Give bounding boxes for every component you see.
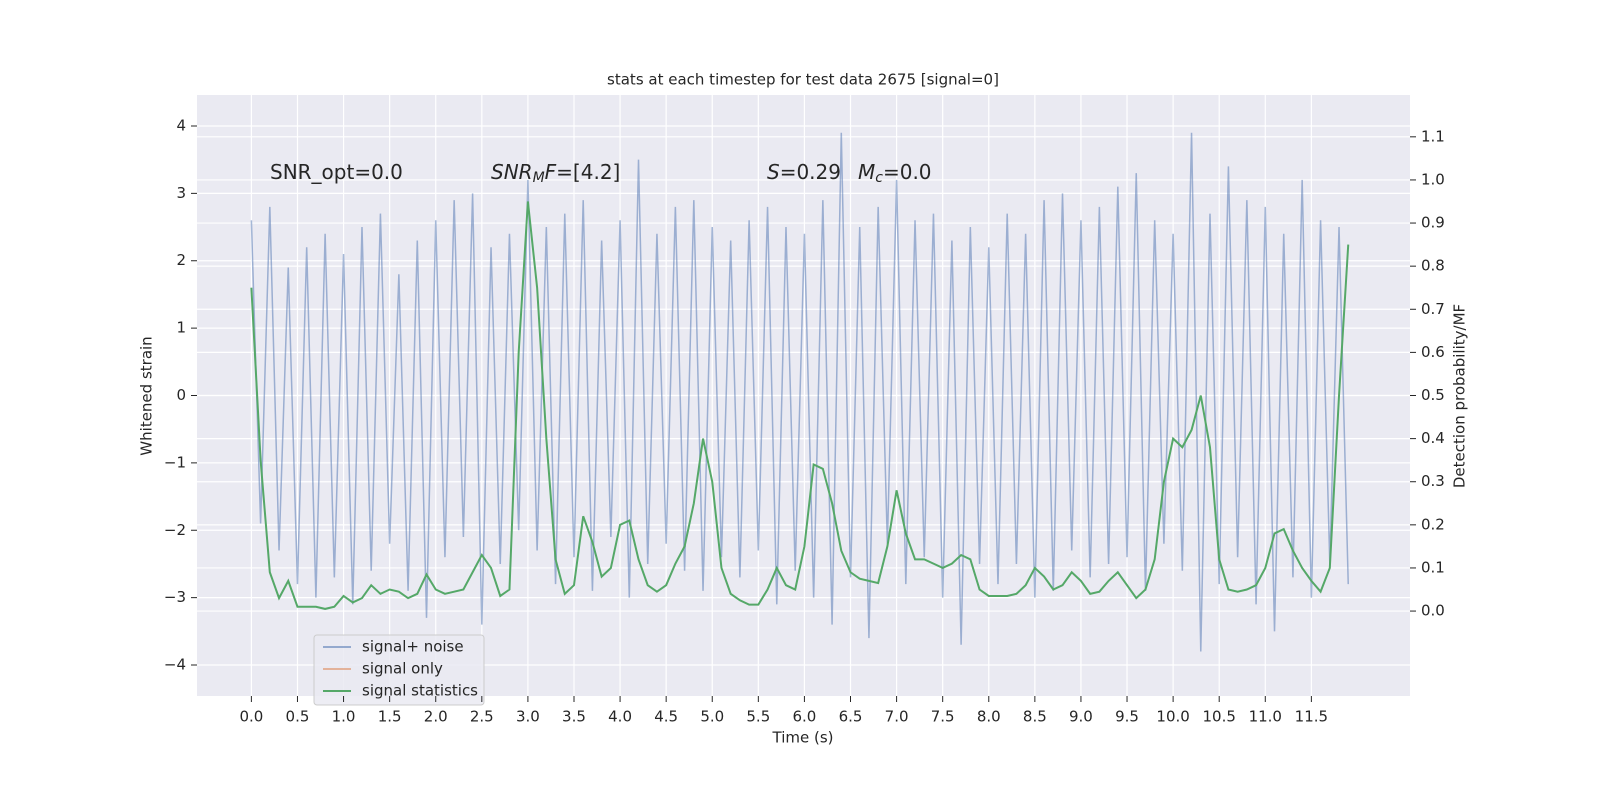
x-tick-label: 2.0 (424, 708, 448, 726)
y2-tick-label: 0.5 (1421, 386, 1445, 404)
x-tick-label: 11.0 (1249, 708, 1282, 726)
x-tick-label: 0.5 (286, 708, 310, 726)
y-axis-label: Whitened strain (138, 336, 156, 455)
legend-label: signal statistics (362, 682, 478, 700)
annotation-part: M (858, 160, 875, 184)
chart-title: stats at each timestep for test data 267… (607, 71, 999, 89)
legend-box (313, 634, 485, 706)
series-line (250, 201, 1350, 610)
x-tick-label: 0.0 (239, 708, 263, 726)
x-tick-label: 1.5 (378, 708, 402, 726)
x-tick-label: 10.5 (1202, 708, 1235, 726)
x-tick-label: 5.0 (700, 708, 724, 726)
annotation-part: F (545, 160, 557, 184)
x-tick-label: 4.0 (608, 708, 632, 726)
x-tick-label: 5.5 (746, 708, 770, 726)
y2-tick-label: 0.4 (1421, 429, 1445, 447)
y-tick-label: −1 (164, 453, 186, 471)
x-tick-label: 7.5 (931, 708, 955, 726)
annotation-part: SNR (491, 160, 533, 184)
y2-tick-label: 0.8 (1421, 257, 1445, 275)
x-tick-label: 8.5 (1023, 708, 1047, 726)
y-tick-label: −2 (164, 521, 186, 539)
y-tick-label: −3 (164, 588, 186, 606)
annotation: SNRMF=[4.2] (491, 160, 620, 187)
annotation: Mc=0.0 (858, 160, 932, 187)
legend-label: signal+ noise (362, 638, 464, 656)
y2-tick-label: 0.1 (1421, 558, 1445, 576)
annotation-part: =0.29 (780, 160, 841, 184)
y2-tick-label: 0.2 (1421, 515, 1445, 533)
y-tick-label: 3 (176, 184, 186, 202)
y-tick-label: −4 (164, 656, 186, 674)
y2-tick-label: 0.3 (1421, 472, 1445, 490)
x-tick-label: 6.0 (792, 708, 816, 726)
annotation: S=0.29 (767, 160, 841, 184)
annotation: SNR_opt=0.0 (270, 160, 403, 184)
y2-axis-label: Detection probability/MF (1451, 304, 1469, 488)
y2-tick-label: 0.9 (1421, 214, 1445, 232)
y-tick-label: 0 (176, 386, 186, 404)
x-tick-label: 9.5 (1115, 708, 1139, 726)
y2-tick-label: 0.6 (1421, 343, 1445, 361)
y2-tick-label: 0.7 (1421, 300, 1445, 318)
x-tick-label: 8.0 (977, 708, 1001, 726)
annotation-part: =0.0 (883, 160, 932, 184)
x-tick-label: 1.0 (332, 708, 356, 726)
y2-tick-label: 1.1 (1421, 127, 1445, 145)
annotation-part: SNR_opt=0.0 (270, 160, 403, 184)
legend-label: signal only (362, 660, 443, 678)
y-tick-label: 2 (176, 251, 186, 269)
x-tick-label: 11.5 (1295, 708, 1328, 726)
x-tick-label: 7.0 (885, 708, 909, 726)
x-tick-label: 6.5 (839, 708, 863, 726)
annotation-part: c (875, 170, 883, 186)
y-tick-label: 1 (176, 319, 186, 337)
x-tick-label: 10.0 (1156, 708, 1189, 726)
x-tick-label: 3.0 (516, 708, 540, 726)
y-tick-label: 4 (176, 116, 186, 134)
annotation-part: M (533, 170, 545, 186)
y2-tick-label: 1.0 (1421, 170, 1445, 188)
x-axis-label: Time (s) (772, 729, 834, 747)
series-line (250, 132, 1349, 652)
annotation-part: =[4.2] (556, 160, 620, 184)
x-tick-label: 2.5 (470, 708, 494, 726)
x-tick-label: 4.5 (654, 708, 678, 726)
annotation-part: S (767, 160, 780, 184)
y2-tick-label: 0.0 (1421, 602, 1445, 620)
x-tick-label: 9.0 (1069, 708, 1093, 726)
x-tick-label: 3.5 (562, 708, 586, 726)
